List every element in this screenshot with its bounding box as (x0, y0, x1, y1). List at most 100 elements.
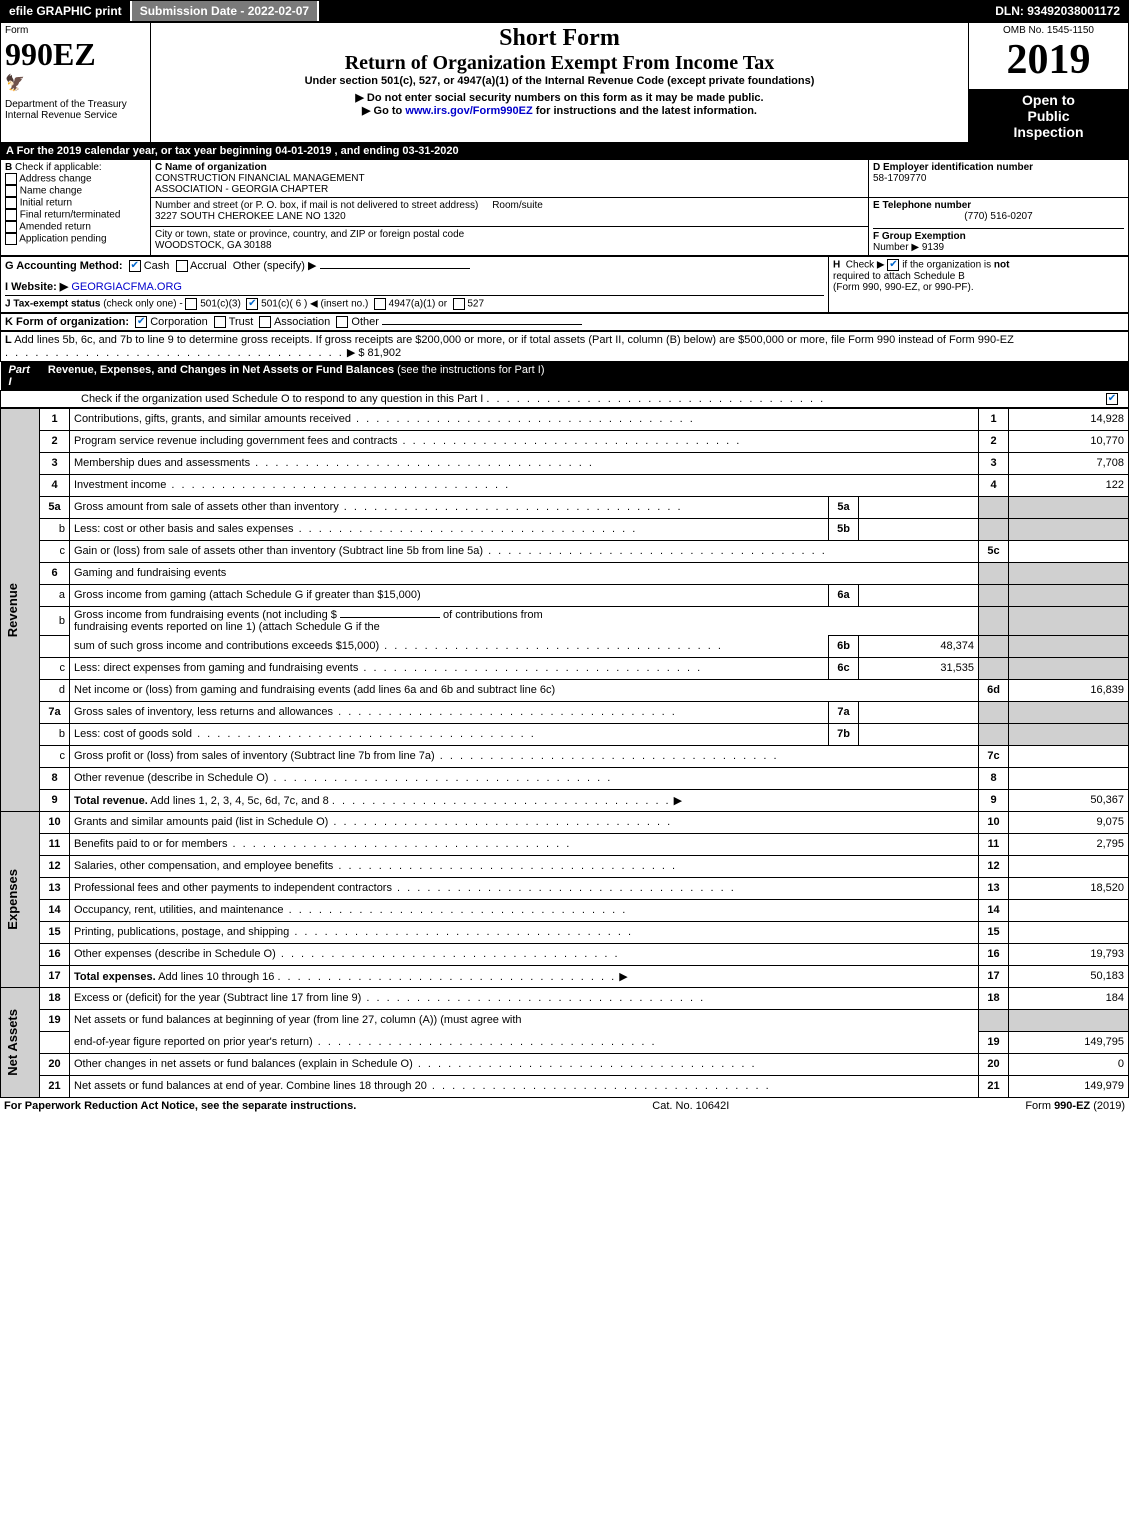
city-label: City or town, state or province, country… (155, 229, 864, 240)
part-i-pill: Part I (1, 362, 44, 390)
k-corp: Corporation (150, 316, 207, 328)
org-name-2: ASSOCIATION - GEORGIA CHAPTER (155, 184, 864, 195)
city: WOODSTOCK, GA 30188 (155, 240, 864, 251)
accrual-check[interactable] (176, 260, 188, 272)
eagle-icon: 🦅 (5, 73, 146, 93)
j-527: 527 (467, 298, 484, 309)
line-6d: d Net income or (loss) from gaming and f… (1, 679, 1129, 701)
l4-desc: Investment income (74, 479, 166, 491)
lines-table: Revenue 1 Contributions, gifts, grants, … (0, 408, 1129, 1098)
form-number: 990EZ (5, 36, 146, 73)
part-i-check[interactable] (1106, 393, 1118, 405)
line-2: 2 Program service revenue including gove… (1, 430, 1129, 452)
k-trust: Trust (229, 316, 254, 328)
check-final-return[interactable]: Final return/terminated (5, 209, 146, 221)
k-other-check[interactable] (336, 316, 348, 328)
line-a: A For the 2019 calendar year, or tax yea… (0, 143, 1129, 159)
check-amended-return[interactable]: Amended return (5, 221, 146, 233)
goto-pre: ▶ Go to (362, 105, 405, 117)
line-4: 4 Investment income 4 122 (1, 474, 1129, 496)
short-form-title: Short Form (155, 25, 964, 52)
l6b-desc1: Gross income from fundraising events (no… (74, 609, 337, 621)
line-3: 3 Membership dues and assessments 3 7,70… (1, 452, 1129, 474)
line-14: 14 Occupancy, rent, utilities, and maint… (1, 899, 1129, 921)
l5c-desc: Gain or (loss) from sale of assets other… (74, 545, 483, 557)
l-value: ▶ $ 81,902 (347, 347, 401, 359)
j-501c3-check[interactable] (185, 298, 197, 310)
tax-year: 2019 (973, 36, 1124, 84)
a-end: 03-31-2020 (402, 145, 458, 157)
k-trust-check[interactable] (214, 316, 226, 328)
footer-right: Form 990-EZ (2019) (1025, 1100, 1125, 1112)
h-not: not (994, 259, 1010, 270)
l-dots (5, 347, 344, 359)
k-block: K Form of organization: Corporation Trus… (0, 313, 1129, 331)
cash-check[interactable] (129, 260, 141, 272)
j-527-check[interactable] (453, 298, 465, 310)
l19-desc2: end-of-year figure reported on prior yea… (74, 1036, 313, 1048)
line-15: 15 Printing, publications, postage, and … (1, 921, 1129, 943)
open3: Inspection (973, 124, 1124, 140)
k-other-input[interactable] (382, 324, 582, 325)
l5b-desc: Less: cost or other basis and sales expe… (74, 523, 294, 535)
k-corp-check[interactable] (135, 316, 147, 328)
l6b-desc3: fundraising events reported on line 1) (… (74, 621, 380, 633)
k-other: Other (351, 316, 379, 328)
line-20: 20 Other changes in net assets or fund b… (1, 1053, 1129, 1075)
check-application-pending[interactable]: Application pending (5, 233, 146, 245)
website-link[interactable]: GEORGIACFMA.ORG (71, 281, 182, 293)
irs-link[interactable]: www.irs.gov/Form990EZ (405, 105, 532, 117)
line-10: Expenses 10 Grants and similar amounts p… (1, 811, 1129, 833)
other-input[interactable] (320, 268, 470, 269)
check-name-change[interactable]: Name change (5, 185, 146, 197)
other-specify: Other (specify) ▶ (233, 260, 317, 272)
i-label: I Website: ▶ (5, 281, 68, 293)
l6c-desc: Less: direct expenses from gaming and fu… (74, 662, 358, 674)
h-check[interactable] (887, 259, 899, 271)
check-address-change[interactable]: Address change (5, 173, 146, 185)
l11-desc: Benefits paid to or for members (74, 838, 227, 850)
k-assoc-check[interactable] (259, 316, 271, 328)
j-note: (check only one) - (103, 298, 182, 309)
part-i-check-text: Check if the organization used Schedule … (81, 393, 483, 405)
j-4947-check[interactable] (374, 298, 386, 310)
l20-desc: Other changes in net assets or fund bala… (74, 1058, 413, 1070)
j-label: J Tax-exempt status (5, 298, 100, 309)
j-501c3: 501(c)(3) (200, 298, 241, 309)
footer-left: For Paperwork Reduction Act Notice, see … (4, 1100, 356, 1112)
efile-print-button[interactable]: efile GRAPHIC print (1, 1, 132, 21)
f-label2: Number ▶ (873, 242, 919, 253)
j-501c-check[interactable] (246, 298, 258, 310)
topbar-spacer (319, 1, 987, 21)
entity-info: B Check if applicable: Address change Na… (0, 159, 1129, 256)
line-16: 16 Other expenses (describe in Schedule … (1, 943, 1129, 965)
check-initial-return[interactable]: Initial return (5, 197, 146, 209)
line-5b: b Less: cost or other basis and sales ex… (1, 518, 1129, 540)
line-6b: b Gross income from fundraising events (… (1, 606, 1129, 635)
l6b-desc2: of contributions from (443, 609, 543, 621)
line-19a: 19 Net assets or fund balances at beginn… (1, 1009, 1129, 1031)
accrual-label: Accrual (190, 260, 227, 272)
cash-label: Cash (144, 260, 170, 272)
submission-date: Submission Date - 2022-02-07 (132, 1, 319, 21)
l13-desc: Professional fees and other payments to … (74, 882, 392, 894)
f-block: F Group Exemption Number ▶ 9139 (873, 228, 1124, 253)
d-label: D Employer identification number (873, 162, 1124, 173)
l6-desc: Gaming and fundraising events (74, 567, 226, 579)
line-6a: a Gross income from gaming (attach Sched… (1, 584, 1129, 606)
l12-desc: Salaries, other compensation, and employ… (74, 860, 333, 872)
l6b-desc4: sum of such gross income and contributio… (74, 640, 379, 652)
line-19b: end-of-year figure reported on prior yea… (1, 1031, 1129, 1053)
b-label: B Check if applicable: (5, 162, 146, 173)
line-9: 9 Total revenue. Total revenue. Add line… (1, 789, 1129, 811)
expenses-sidebar: Expenses (5, 869, 20, 930)
line-6: 6 Gaming and fundraising events (1, 562, 1129, 584)
form-word: Form (5, 25, 146, 36)
gh-block: G Accounting Method: Cash Accrual Other … (0, 256, 1129, 313)
form-header: Form 990EZ 🦅 Department of the Treasury … (0, 22, 1129, 143)
room-label: Room/suite (492, 200, 543, 211)
l6b-input[interactable] (340, 617, 440, 618)
line-6b2: sum of such gross income and contributio… (1, 635, 1129, 657)
e-label: E Telephone number (873, 200, 1124, 211)
l1-desc: Contributions, gifts, grants, and simila… (74, 413, 351, 425)
